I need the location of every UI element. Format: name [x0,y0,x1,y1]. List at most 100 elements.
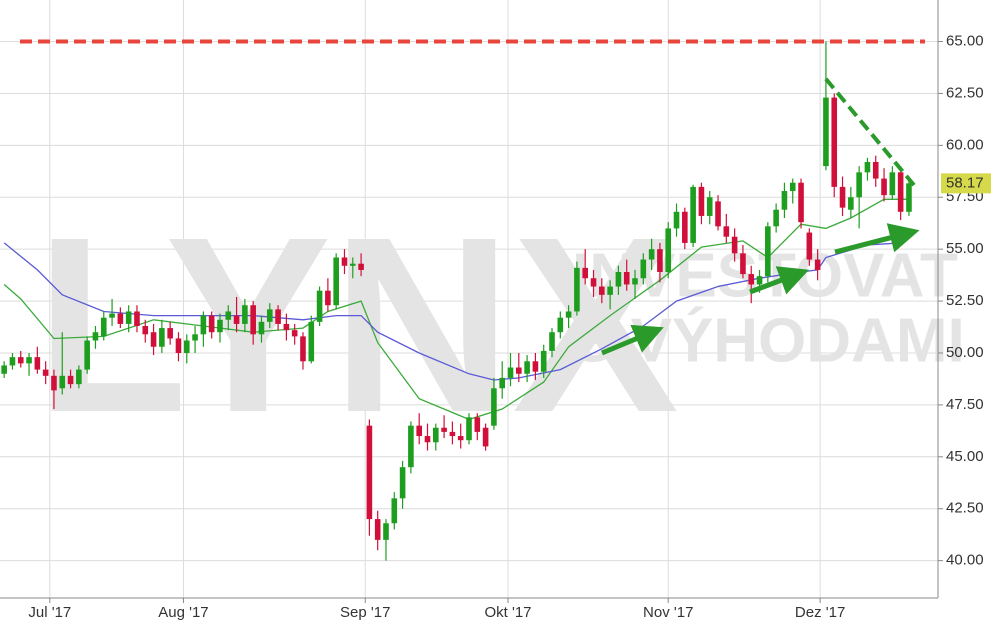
candle-body [316,290,323,322]
candle-body [706,197,713,216]
x-tick-label: Aug '17 [158,604,208,621]
arrow [749,266,810,295]
candle-body [358,263,364,270]
candle-body [889,172,896,196]
candle-body [540,350,547,372]
candle-body [848,197,854,210]
watermark: LYNX INVESTOVAT S VÝHODAMI [35,185,965,464]
x-tick-label: Sep '17 [340,604,390,621]
arrows [601,223,920,356]
candle-body [175,338,182,353]
candle-body [391,498,398,524]
candle-body [673,211,680,229]
candle-body [623,272,630,285]
candle-body [740,253,746,275]
y-tick-label: 40.00 [946,552,984,569]
candle-body [374,519,381,540]
candle-body [723,226,730,237]
candle-body [225,311,232,320]
candle-body [308,321,315,362]
candle-body [242,305,248,324]
candle-body [823,97,829,167]
candle-body [366,425,373,520]
candle-body [109,313,115,318]
candle-body [864,161,871,173]
candle-body [549,332,555,351]
candle-body [881,178,887,196]
candle-body [76,369,82,385]
candle-body [200,315,207,335]
y-tick-label: 60.00 [946,136,984,153]
candle-body [789,182,796,192]
candle-body [607,286,613,295]
candle-body [183,340,190,353]
candle-body [250,305,256,335]
candle-body [599,286,605,295]
candle-body [1,365,7,374]
candle-body [491,388,497,426]
candle-body [167,328,173,339]
candle-body [466,417,472,441]
last-value-label: 58.17 [946,174,984,191]
last-value-box [941,173,991,194]
candle-body [300,336,306,362]
y-tick-label: 52.50 [946,292,984,309]
candle-body [872,161,879,179]
candle-body [67,375,74,385]
candle-body [582,267,589,279]
candle-body [565,311,572,318]
candle-body [574,267,580,312]
candle-body [781,191,788,210]
x-tick-label: Nov '17 [643,604,693,621]
candle-body [632,278,638,285]
candle-body [258,321,265,335]
candle-body [765,226,771,277]
y-tick-label: 55.00 [946,240,984,257]
candle-body [474,417,481,432]
candle-body [615,272,622,287]
candle-body [275,309,281,324]
candle-body [92,332,99,341]
watermark-line: INVESTOVAT [572,241,958,310]
candle-body [657,249,663,273]
candle-body [516,367,522,374]
candle-body [159,328,165,347]
candle-body [150,332,157,347]
candle-body [349,263,356,266]
candle-body [134,311,140,326]
candle-body [432,427,439,443]
candle-body [26,357,32,364]
y-tick-label: 65.00 [946,32,984,49]
candle-body [698,186,705,216]
candle-body [798,182,804,223]
candle-body [441,427,447,432]
candle-body [192,334,198,341]
candle-body [831,97,838,187]
y-tick-label: 47.50 [946,396,984,413]
candle-body [17,357,24,364]
candle-body [839,186,846,208]
arrow [601,324,664,356]
arrow [834,223,920,255]
candle-body [665,228,672,273]
candle-body [42,369,49,376]
x-tick-label: Dez '17 [795,604,845,621]
candle-body [424,436,431,443]
candle-body [142,325,149,335]
candle-body [524,361,530,374]
candle-body [557,317,564,333]
candle-body [100,317,107,337]
y-tick-label: 50.00 [946,344,984,361]
candle-body [84,340,90,370]
candle-body [499,377,506,389]
candle-body [333,257,339,306]
candle-body [59,375,66,389]
candle-body [756,276,763,285]
candle-body [34,357,41,370]
x-tick-label: Jul '17 [28,604,71,621]
candle-body [897,172,904,212]
candle-body [814,259,821,270]
trend-line [824,77,919,191]
candle-body [325,290,331,306]
candle-body [408,425,414,468]
